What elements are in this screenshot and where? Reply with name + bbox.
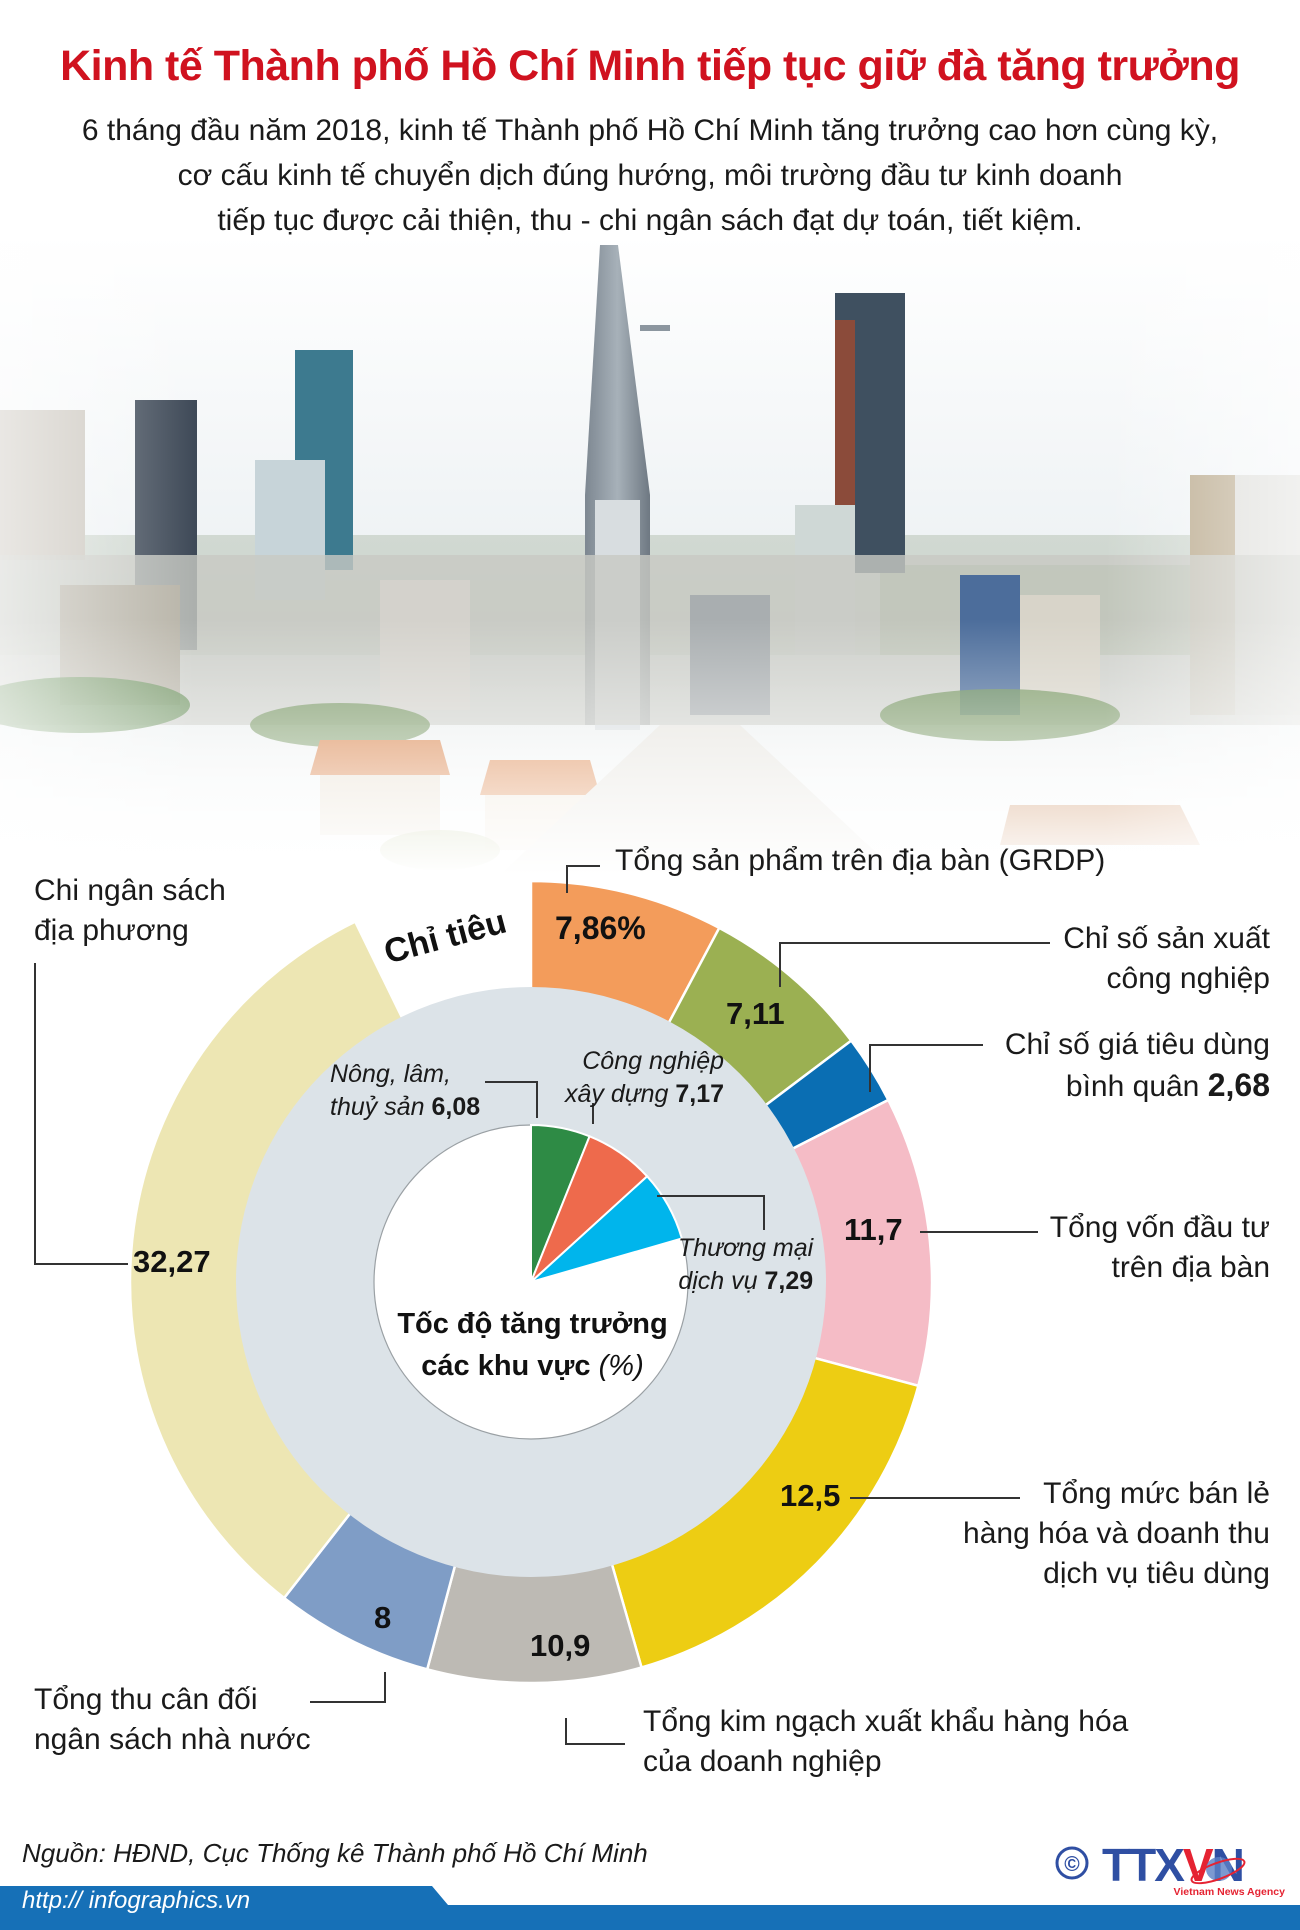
value-export: 10,9 <box>530 1628 591 1663</box>
label-revenue-line2: ngân sách nhà nước <box>34 1723 311 1756</box>
label-agri-text: thuỷ sản <box>330 1093 425 1121</box>
copyright-symbol: © <box>1064 1853 1080 1876</box>
value-construction: 7,17 <box>675 1080 725 1108</box>
label-industrial-line2: công nghiệp <box>1106 962 1270 995</box>
label-export-line2: của doanh nghiệp <box>643 1745 882 1778</box>
label-cpi-line2: bình quân 2,68 <box>1005 1065 1270 1107</box>
label-industrial-line1: Chỉ số sản xuất <box>1063 922 1270 955</box>
globe-icon <box>1206 1857 1232 1881</box>
leader-grdp <box>566 865 600 893</box>
ttxvn-logo: © TTXVN Vietnam News Agency <box>1055 1839 1286 1898</box>
label-industrial: Chỉ số sản xuất công nghiệp <box>1063 919 1270 999</box>
label-trade-line1: Thương mại <box>678 1234 814 1262</box>
leader-cpi <box>869 1044 983 1092</box>
label-investment-line2: trên địa bàn <box>1111 1251 1270 1284</box>
value-grdp: 7,86% <box>555 910 646 946</box>
subtitle: 6 tháng đầu năm 2018, kinh tế Thành phố … <box>0 108 1300 243</box>
label-retail: Tổng mức bán lẻ hàng hóa và doanh thu dị… <box>963 1474 1270 1594</box>
leader-agri <box>485 1081 538 1118</box>
leader-industrial <box>779 942 1050 987</box>
label-trade-text: dịch vụ <box>678 1267 758 1295</box>
label-agri-line2: thuỷ sản 6,08 <box>330 1091 480 1124</box>
leader-export <box>565 1718 625 1745</box>
inner-pie-title-line2: các khu vực (%) <box>380 1345 685 1387</box>
label-construction-text: xây dựng <box>565 1080 669 1108</box>
label-investment-line1: Tổng vốn đầu tư <box>1049 1211 1270 1244</box>
label-cpi-text: bình quân <box>1065 1070 1200 1103</box>
source-note: Nguồn: HĐND, Cục Thống kê Thành phố Hồ C… <box>22 1838 648 1868</box>
label-export-line1: Tổng kim ngạch xuất khẩu hàng hóa <box>643 1705 1129 1738</box>
label-construction-line2: xây dựng 7,17 <box>565 1078 724 1111</box>
label-retail-line3: dịch vụ tiêu dùng <box>1043 1557 1270 1590</box>
label-agri: Nông, lâm, thuỷ sản 6,08 <box>330 1058 480 1124</box>
label-agri-line1: Nông, lâm, <box>330 1060 451 1088</box>
value-industrial: 7,11 <box>726 996 785 1031</box>
inner-pie-slices <box>530 1123 684 1283</box>
leader-trade <box>657 1195 765 1230</box>
label-grdp: Tổng sản phẩm trên địa bàn (GRDP) <box>615 844 1106 877</box>
label-export: Tổng kim ngạch xuất khẩu hàng hóa của do… <box>643 1702 1128 1782</box>
label-trade: Thương mại dịch vụ 7,29 <box>678 1232 813 1298</box>
inner-pie-title-line1: Tốc độ tăng trưởng <box>397 1308 668 1340</box>
label-cpi: Chỉ số giá tiêu dùng bình quân 2,68 <box>1005 1025 1270 1107</box>
label-investment: Tổng vốn đầu tư trên địa bàn <box>1050 1208 1270 1288</box>
label-retail-line2: hàng hóa và doanh thu <box>963 1517 1270 1550</box>
page-title: Kinh tế Thành phố Hồ Chí Minh tiếp tục g… <box>60 42 1240 90</box>
inner-pie-title-text: các khu vực <box>421 1350 591 1382</box>
city-skyline-photo <box>0 235 1300 875</box>
footer-tab-shape <box>0 1886 460 1930</box>
subtitle-line: tiếp tục được cải thiện, thu - chi ngân … <box>217 204 1083 237</box>
label-revenue: Tổng thu cân đối ngân sách nhà nước <box>34 1680 311 1760</box>
value-agri: 6,08 <box>431 1093 481 1121</box>
value-revenue: 8 <box>374 1600 392 1635</box>
outer-segment <box>425 1559 644 1685</box>
value-trade: 7,29 <box>764 1267 814 1295</box>
value-investment: 11,7 <box>844 1212 903 1247</box>
label-retail-line1: Tổng mức bán lẻ <box>1043 1477 1270 1510</box>
label-spending-line1: Chi ngân sách <box>34 874 226 907</box>
value-cpi: 2,68 <box>1207 1067 1270 1103</box>
value-spending: 32,27 <box>133 1244 211 1279</box>
website-link[interactable]: http:// infographics.vn <box>22 1887 251 1914</box>
copyright-icon <box>1055 1846 1089 1880</box>
label-construction: Công nghiệp xây dựng 7,17 <box>565 1045 724 1111</box>
label-trade-line2: dịch vụ 7,29 <box>678 1265 813 1298</box>
leader-revenue <box>310 1672 386 1703</box>
label-spending-line2: địa phương <box>34 914 189 947</box>
label-spending: Chi ngân sách địa phương <box>34 871 226 951</box>
label-revenue-line1: Tổng thu cân đối <box>34 1683 258 1716</box>
leader-lines <box>34 865 1050 1745</box>
value-retail: 12,5 <box>780 1478 841 1513</box>
logo-tagline: Vietnam News Agency <box>1174 1886 1286 1898</box>
inner-pie-title: Tốc độ tăng trưởng các khu vực (%) <box>380 1303 685 1387</box>
subtitle-line: 6 tháng đầu năm 2018, kinh tế Thành phố … <box>81 114 1219 147</box>
subtitle-line: cơ cấu kinh tế chuyển dịch đúng hướng, m… <box>177 159 1123 192</box>
inner-pie-unit: (%) <box>598 1350 644 1382</box>
label-construction-line1: Công nghiệp <box>582 1047 725 1075</box>
leader-spending <box>34 963 128 1265</box>
label-cpi-line1: Chỉ số giá tiêu dùng <box>1004 1028 1270 1061</box>
inner-slice <box>530 1174 684 1283</box>
